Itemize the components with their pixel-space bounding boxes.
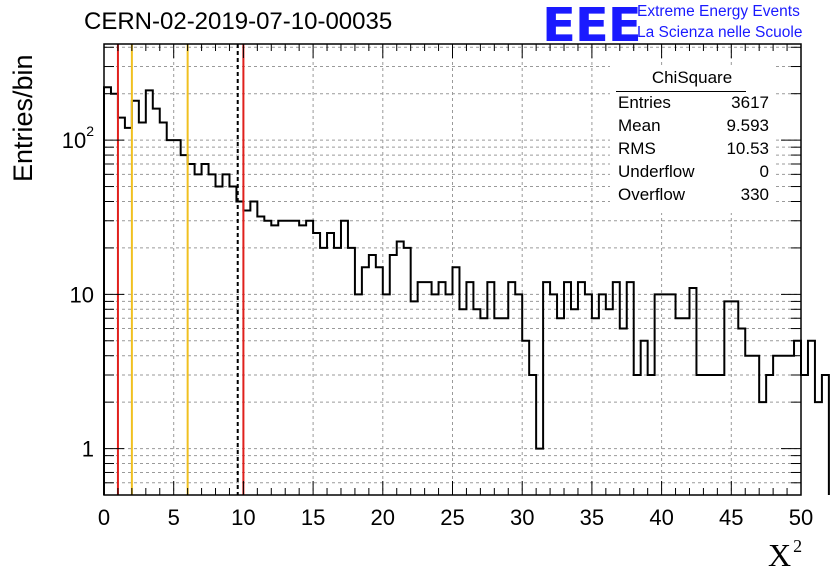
- stats-row-entries: Entries 3617: [618, 93, 769, 115]
- x-tick-label: 0: [98, 505, 110, 530]
- y-tick-label: 1: [82, 437, 94, 462]
- stats-row-overflow: Overflow 330: [618, 185, 769, 207]
- stats-label: Overflow: [618, 185, 686, 204]
- stats-row-rms: RMS 10.53: [618, 139, 769, 161]
- x-tick-label: 15: [301, 505, 325, 530]
- stats-row-underflow: Underflow 0: [618, 162, 769, 184]
- stats-label: Entries: [618, 93, 671, 112]
- x-tick-label: 35: [580, 505, 604, 530]
- x-tick-label: 40: [649, 505, 673, 530]
- x-tick-label: 25: [440, 505, 464, 530]
- y-tick-label: 102: [62, 123, 94, 153]
- y-tick-label-base: 1: [82, 437, 94, 462]
- x-axis-label-base: X: [768, 537, 792, 573]
- stats-label: RMS: [618, 139, 656, 158]
- stats-value: 330: [740, 185, 769, 204]
- y-tick-label-base: 10: [70, 282, 94, 307]
- x-tick-label: 5: [168, 505, 180, 530]
- stats-title-underline: [616, 91, 746, 92]
- x-tick-label: 30: [510, 505, 534, 530]
- logo-subtitle-line1: Extreme Energy Events: [637, 3, 800, 20]
- stats-row-mean: Mean 9.593: [618, 116, 769, 138]
- stats-value: 10.53: [726, 139, 769, 158]
- stats-box: ChiSquare Entries 3617 Mean 9.593 RMS 10.53…: [610, 65, 774, 213]
- stats-value: 0: [759, 162, 769, 181]
- histogram-series: [103, 86, 830, 495]
- stats-label: Mean: [618, 116, 661, 135]
- y-axis-label: Entries/bin: [8, 54, 38, 182]
- x-axis-label-superscript: 2: [793, 536, 803, 556]
- stats-value: 9.593: [726, 116, 769, 135]
- x-tick-label: 10: [231, 505, 255, 530]
- x-tick-label: 45: [719, 505, 743, 530]
- y-tick-label-base: 10: [62, 128, 86, 153]
- stats-label: Underflow: [618, 162, 695, 181]
- stats-value: 3617: [731, 93, 769, 112]
- x-tick-label: 20: [371, 505, 395, 530]
- logo-subtitle-line2: La Scienza nelle Scuole: [637, 24, 803, 41]
- stats-title: ChiSquare: [651, 68, 733, 87]
- page-title: CERN-02-2019-07-10-00035: [84, 8, 393, 35]
- y-tick-label: 10: [70, 282, 94, 307]
- x-tick-label: 50: [789, 505, 813, 530]
- y-tick-label-exponent: 2: [86, 123, 94, 139]
- eee-logo: EEE: [542, 0, 642, 52]
